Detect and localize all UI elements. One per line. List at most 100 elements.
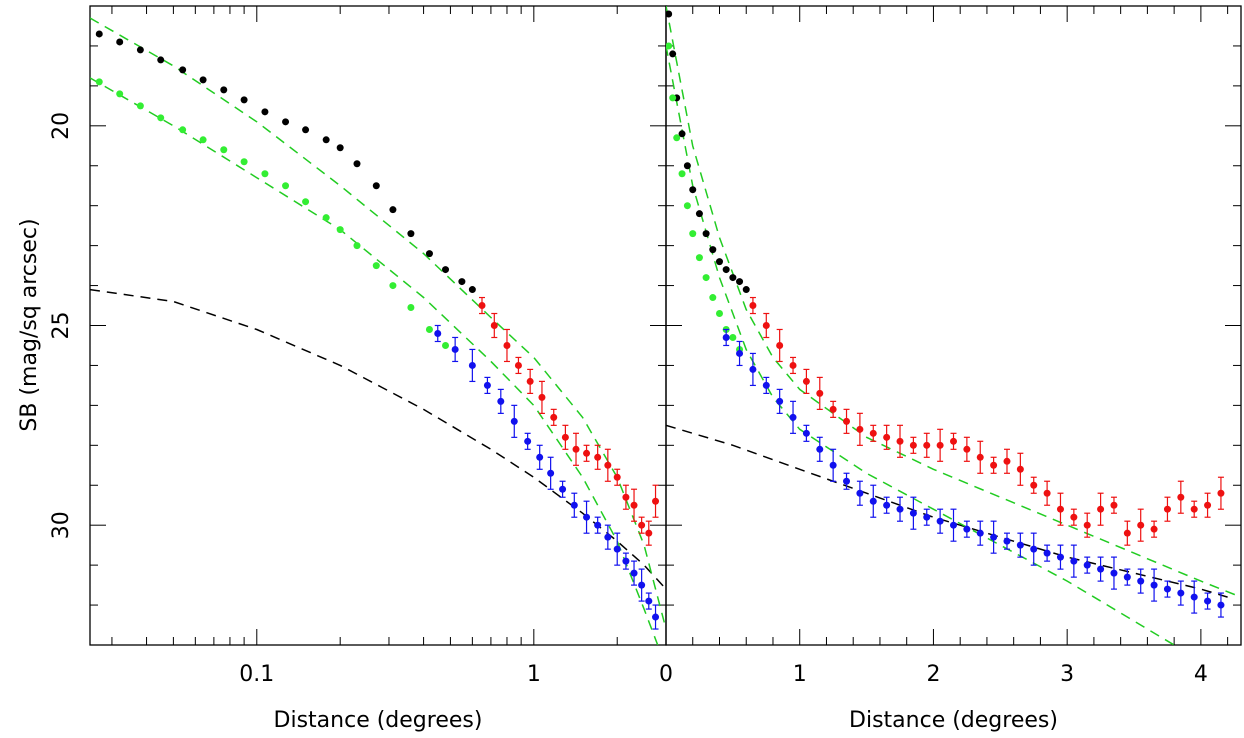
data-point (372, 182, 380, 190)
data-point (1217, 601, 1225, 609)
data-point (468, 286, 476, 294)
data-point (843, 417, 851, 425)
data-point (1177, 493, 1185, 501)
data-point (282, 118, 290, 126)
data-point (407, 304, 415, 312)
y-tick-label: 20 (49, 112, 74, 140)
data-point (843, 477, 851, 485)
data-point (302, 198, 310, 206)
data-point (923, 441, 931, 449)
data-point (715, 258, 723, 266)
data-point (802, 377, 810, 385)
panel-frame (89, 5, 667, 646)
data-point (630, 569, 638, 577)
data-point (976, 453, 984, 461)
x-tick-label: 1 (527, 662, 541, 687)
data-point (1016, 465, 1024, 473)
data-point (936, 441, 944, 449)
data-point (1204, 501, 1212, 509)
data-point (483, 381, 491, 389)
data-point (742, 286, 750, 294)
data-point (689, 230, 697, 238)
x-tick-label: 0 (659, 662, 673, 687)
data-point (95, 78, 103, 86)
data-point (1083, 561, 1091, 569)
data-point (990, 461, 998, 469)
data-point (909, 441, 917, 449)
data-point (524, 437, 532, 445)
data-point (638, 521, 646, 529)
data-point (1163, 585, 1171, 593)
data-point (604, 461, 612, 469)
fit-line (666, 45, 1175, 645)
data-point (497, 397, 505, 405)
data-point (240, 96, 248, 104)
data-point (896, 505, 904, 513)
data-point (1030, 545, 1038, 553)
data-point (683, 202, 691, 210)
data-point (451, 345, 459, 353)
data-point (762, 322, 770, 329)
data-point (322, 136, 330, 144)
x-tick-label: 3 (1060, 662, 1074, 687)
data-point (490, 322, 498, 329)
data-point (638, 581, 646, 589)
data-point (1190, 593, 1198, 601)
data-point (136, 46, 144, 54)
data-point (136, 102, 144, 110)
y-tick-label: 25 (49, 312, 74, 340)
data-point (1150, 525, 1158, 533)
data-point (570, 501, 578, 509)
data-point (695, 254, 703, 262)
data-point (282, 182, 290, 190)
data-point (547, 469, 555, 477)
data-point (336, 144, 344, 152)
data-point (1190, 505, 1198, 513)
data-point (594, 453, 602, 461)
data-point (503, 341, 511, 349)
data-point (669, 50, 677, 58)
data-point (1070, 557, 1078, 565)
data-point (116, 38, 124, 46)
data-point (478, 302, 486, 310)
data-point (199, 136, 207, 144)
data-point (1110, 569, 1118, 577)
data-point (1097, 565, 1105, 573)
data-point (526, 377, 534, 385)
data-point (594, 521, 602, 529)
data-point (458, 278, 466, 286)
x-tick-label: 0.1 (239, 662, 274, 687)
data-point (963, 525, 971, 533)
data-point (1003, 457, 1011, 465)
y-axis-label: SB (mag/sq arcsec) (17, 218, 42, 431)
data-point (95, 30, 103, 38)
data-point (816, 445, 824, 453)
data-point (689, 186, 697, 194)
data-point (749, 302, 757, 310)
data-point (678, 170, 686, 178)
data-point (789, 413, 797, 421)
data-point (389, 206, 397, 214)
data-point (729, 274, 737, 282)
data-point (514, 361, 522, 369)
fit-line (666, 6, 1241, 598)
data-point (550, 413, 558, 421)
data-point (468, 361, 476, 369)
data-point (434, 329, 442, 337)
data-point (645, 529, 653, 537)
data-point (1177, 589, 1185, 597)
x-axis-label: Distance (degrees) (849, 708, 1058, 733)
data-point (372, 262, 380, 270)
data-point (883, 433, 891, 441)
data-point (963, 445, 971, 453)
data-point (869, 497, 877, 505)
data-point (673, 134, 681, 142)
data-point (1217, 489, 1225, 497)
data-point (702, 230, 710, 238)
data-point (179, 126, 187, 134)
y-tick-label: 30 (49, 511, 74, 539)
panel-frame (665, 5, 1242, 646)
data-point (856, 425, 864, 433)
data-point (116, 90, 124, 98)
data-point (1123, 529, 1131, 537)
